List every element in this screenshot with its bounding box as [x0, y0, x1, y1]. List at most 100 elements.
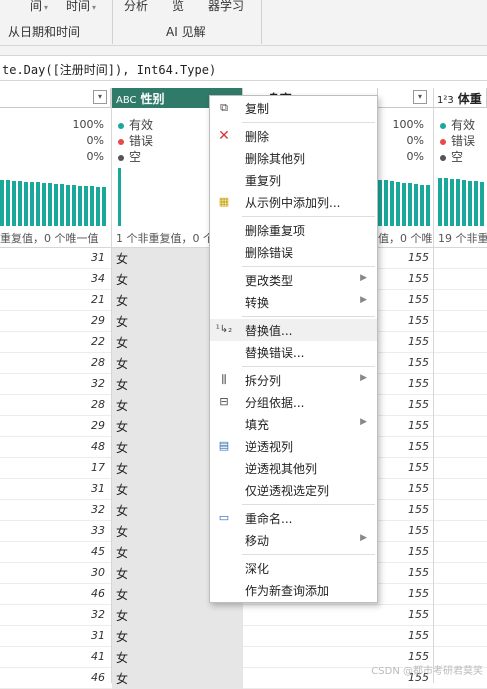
menu-item-remove-other[interactable]: 删除其他列 — [210, 147, 377, 169]
ribbon-divider — [261, 0, 262, 44]
menu-item-drill-down[interactable]: 深化 — [210, 557, 377, 579]
cell-gender[interactable]: 女 — [112, 626, 243, 647]
cell-height[interactable]: 155 — [408, 440, 429, 453]
cell-weight[interactable] — [434, 395, 487, 416]
cell-height[interactable]: 155 — [408, 482, 429, 495]
menu-item-rename[interactable]: ▭ 重命名... — [210, 507, 377, 529]
menu-item-split-column[interactable]: ⫼ 拆分列 ▶ — [210, 369, 377, 391]
cell-height[interactable]: 155 — [408, 503, 429, 516]
menu-item-change-type[interactable]: 更改类型 ▶ — [210, 269, 377, 291]
cell-height[interactable]: 155 — [408, 356, 429, 369]
ribbon-button-vision[interactable]: 览 — [172, 0, 185, 13]
cell-height[interactable]: 155 — [408, 650, 429, 663]
cell-weight[interactable] — [434, 290, 487, 311]
ribbon-button-time[interactable]: 时间 ▾ — [66, 0, 96, 14]
cell-age[interactable]: 29 — [91, 419, 105, 432]
ribbon-button-ml[interactable]: 器学习 — [208, 0, 245, 13]
cell-gender[interactable]: 女 — [112, 668, 243, 689]
cell-height[interactable]: 155 — [408, 629, 429, 642]
cell-age[interactable]: 32 — [91, 503, 105, 516]
cell-weight[interactable] — [434, 437, 487, 458]
cell-age[interactable]: 45 — [91, 545, 105, 558]
cell-height[interactable]: 155 — [408, 566, 429, 579]
cell-age[interactable]: 31 — [91, 251, 105, 264]
menu-item-replace-errors[interactable]: 替换错误... — [210, 341, 377, 363]
cell-weight[interactable] — [434, 311, 487, 332]
cell-height[interactable]: 155 — [408, 461, 429, 474]
ribbon-button-analysis[interactable]: 分析 — [124, 0, 149, 13]
ribbon-button-interval[interactable]: 间 ▾ — [30, 0, 48, 14]
formula-bar[interactable]: te.Day([注册时间]), Int64.Type) — [0, 57, 487, 81]
cell-weight[interactable] — [434, 479, 487, 500]
distribution-bar — [42, 183, 46, 226]
menu-item-unpivot[interactable]: ▤ 逆透视列 — [210, 435, 377, 457]
cell-height[interactable]: 155 — [408, 314, 429, 327]
cell-age[interactable]: 41 — [91, 650, 105, 663]
cell-weight[interactable] — [434, 500, 487, 521]
cell-weight[interactable] — [434, 332, 487, 353]
menu-item-add-as-new-query[interactable]: 作为新查询添加 — [210, 579, 377, 601]
cell-age[interactable]: 34 — [91, 272, 105, 285]
cell-height[interactable]: 155 — [408, 377, 429, 390]
cell-height[interactable]: 155 — [408, 293, 429, 306]
cell-height[interactable]: 155 — [408, 671, 429, 684]
cell-weight[interactable] — [434, 248, 487, 269]
cell-weight[interactable] — [434, 458, 487, 479]
cell-height[interactable]: 155 — [408, 335, 429, 348]
cell-age[interactable]: 31 — [91, 482, 105, 495]
cell-age[interactable]: 30 — [91, 566, 105, 579]
cell-weight[interactable] — [434, 626, 487, 647]
cell-height[interactable]: 155 — [408, 545, 429, 558]
cell-weight[interactable] — [434, 269, 487, 290]
menu-item-add-from-examples[interactable]: ▦ 从示例中添加列... — [210, 191, 377, 213]
cell-weight[interactable] — [434, 563, 487, 584]
cell-height[interactable]: 155 — [408, 419, 429, 432]
cell-height[interactable]: 155 — [408, 608, 429, 621]
cell-weight[interactable] — [434, 584, 487, 605]
cell-age[interactable]: 32 — [91, 377, 105, 390]
menu-item-unpivot-selected[interactable]: 仅逆透视选定列 — [210, 479, 377, 501]
column-header-weight[interactable]: 1²3 体重 — [433, 88, 487, 108]
distribution-bar — [96, 187, 100, 226]
cell-height[interactable]: 155 — [408, 398, 429, 411]
cell-age[interactable]: 48 — [91, 440, 105, 453]
column-filter-button[interactable]: ▾ — [93, 90, 107, 104]
cell-weight[interactable] — [434, 416, 487, 437]
cell-age[interactable]: 31 — [91, 629, 105, 642]
menu-item-remove[interactable]: ✕ 删除 — [210, 125, 377, 147]
cell-weight[interactable] — [434, 374, 487, 395]
cell-weight[interactable] — [434, 521, 487, 542]
menu-item-copy[interactable]: ⧉ 复制 — [210, 97, 377, 119]
menu-item-remove-duplicates[interactable]: 删除重复项 — [210, 219, 377, 241]
cell-height[interactable]: 155 — [408, 251, 429, 264]
cell-age[interactable]: 46 — [91, 671, 105, 684]
cell-age[interactable]: 33 — [91, 524, 105, 537]
cell-age[interactable]: 29 — [91, 314, 105, 327]
cell-height[interactable]: 155 — [408, 524, 429, 537]
cell-weight[interactable] — [434, 353, 487, 374]
cell-gender[interactable]: 女 — [112, 647, 243, 668]
cell-age[interactable]: 21 — [91, 293, 105, 306]
cell-age[interactable]: 46 — [91, 587, 105, 600]
menu-item-replace-values[interactable]: ¹↳₂ 替换值... — [210, 319, 377, 341]
cell-age[interactable]: 28 — [91, 398, 105, 411]
menu-item-transform[interactable]: 转换 ▶ — [210, 291, 377, 313]
menu-item-group-by[interactable]: ⊟ 分组依据... — [210, 391, 377, 413]
cell-weight[interactable] — [434, 605, 487, 626]
menu-item-remove-errors[interactable]: 删除错误 — [210, 241, 377, 263]
cell-height[interactable]: 155 — [408, 587, 429, 600]
cell-age[interactable]: 28 — [91, 356, 105, 369]
cell-weight[interactable] — [434, 542, 487, 563]
cell-gender[interactable]: 女 — [112, 605, 243, 626]
menu-item-move[interactable]: 移动 ▶ — [210, 529, 377, 551]
legend-valid: 有效 — [440, 116, 475, 133]
column-filter-button[interactable]: ▾ — [413, 90, 427, 104]
menu-item-fill[interactable]: 填充 ▶ — [210, 413, 377, 435]
menu-item-duplicate[interactable]: 重复列 — [210, 169, 377, 191]
cell-age[interactable]: 22 — [91, 335, 105, 348]
cell-height[interactable]: 155 — [408, 272, 429, 285]
column-header-age[interactable] — [0, 88, 111, 108]
cell-age[interactable]: 17 — [91, 461, 105, 474]
cell-age[interactable]: 32 — [91, 608, 105, 621]
menu-item-unpivot-other[interactable]: 逆透视其他列 — [210, 457, 377, 479]
